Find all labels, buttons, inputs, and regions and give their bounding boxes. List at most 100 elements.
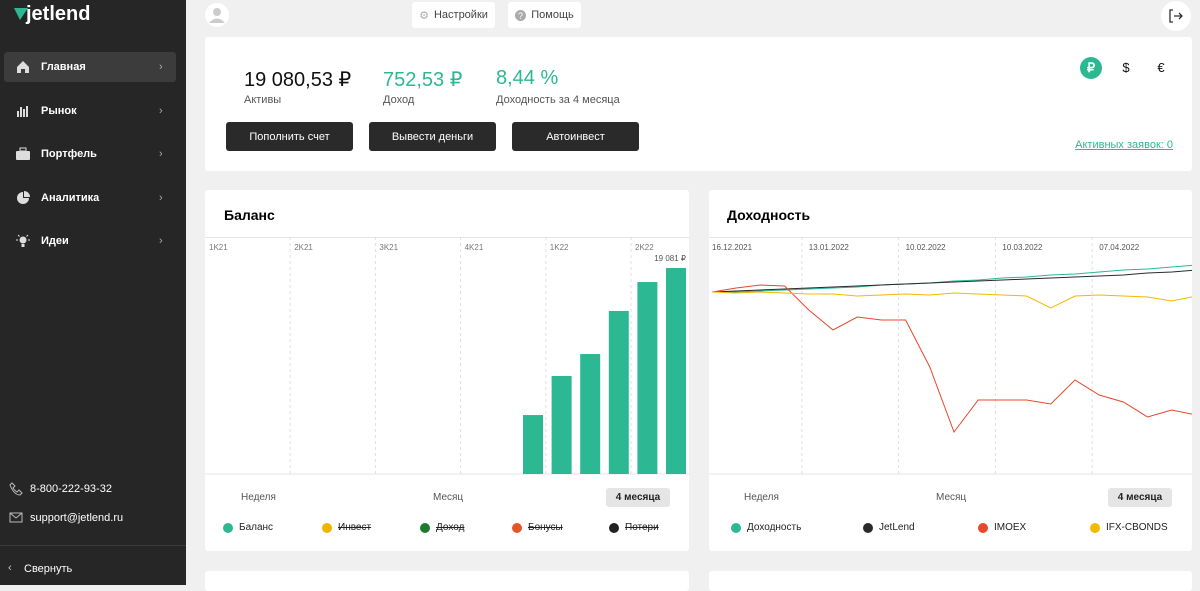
legend-dot [863,522,873,533]
bar [523,415,543,474]
nav-item[interactable]: Главная › [4,52,176,82]
period-option[interactable]: Неделя [241,492,276,503]
svg-text:?: ? [518,11,523,21]
series-line [712,264,1192,293]
series-line [711,291,1192,309]
period-option[interactable]: 4 месяца [606,488,670,507]
legend-item[interactable]: Потери [609,522,659,533]
legend-item[interactable]: JetLend [863,522,915,533]
stat-label: Активы [244,94,282,106]
legend-dot [1090,522,1100,533]
legend-label: JetLend [879,522,915,533]
help-button[interactable]: ? Помощь [508,2,581,28]
phone-icon [9,482,23,496]
quarter-label: 4K21 [465,243,484,252]
legend-item[interactable]: Инвест [322,522,371,533]
legend-item[interactable]: Баланс [223,522,273,533]
settings-button[interactable]: ⚙ Настройки [412,2,495,28]
settings-label: Настройки [433,9,488,21]
bar [666,267,686,474]
help-icon: ? [515,9,527,21]
bar [608,310,629,474]
yield-title: Доходность [727,207,811,223]
nav-item[interactable]: Рынок › [4,96,176,126]
logo-icon [14,8,28,20]
nav-label: Рынок [41,104,77,117]
phone[interactable]: 8-800-222-93-32 [30,483,112,495]
balance-title: Баланс [224,207,275,223]
legend-label: IFX-CBONDS [1106,522,1168,533]
period-option[interactable]: Месяц [936,492,967,503]
nav-item[interactable]: Идеи › [4,226,176,256]
nav-label: Портфель [41,148,97,160]
nav-chevron: › [159,191,163,204]
legend-item[interactable]: Доход [420,522,464,533]
nav-chevron: › [159,104,163,117]
period-option[interactable]: Месяц [433,492,464,503]
period-option[interactable]: Неделя [744,492,779,503]
legend-label: Доходность [747,522,802,533]
quarter-label: 1K22 [550,243,569,252]
legend-label: Бонусы [528,522,563,533]
currency-button[interactable]: $ [1122,60,1130,75]
stat-value: 8,44 % [496,67,559,89]
quarter-label: 1K21 [209,243,228,252]
legend-label: Доход [436,522,465,533]
legend-item[interactable]: IMOEX [978,522,1026,533]
legend-dot [420,522,430,533]
legend-dot [731,522,741,533]
legend-item[interactable]: IFX-CBONDS [1090,522,1168,533]
legend-label: IMOEX [994,522,1027,533]
legend-dot [322,522,332,533]
nav-item[interactable]: Аналитика › [4,183,176,213]
quarter-label: 2K21 [294,243,313,252]
nav-chevron: › [159,61,163,73]
legend-dot [512,522,522,533]
nav-label: Аналитика [41,191,100,204]
nav-chevron: › [159,148,163,160]
nav-icon [17,105,28,117]
next-card [205,571,689,591]
legend-label: Баланс [239,522,274,533]
nav-icon [17,190,30,204]
collapse[interactable]: Свернуть [24,563,73,575]
legend-item[interactable]: Доходность [731,522,801,533]
sidebar: jetlend 8-800-222-93-32 support@jetlend.… [0,0,186,585]
action-button[interactable]: Вывести деньги [369,122,496,151]
logo: jetlend [26,3,91,25]
stat-value: 752,53 ₽ [383,69,463,91]
nav-icon [16,234,30,247]
next-card [709,571,1192,591]
quarter-label: 3K21 [379,243,398,252]
yield-chart: 16.12.2021 13.01.2022 10.02.2022 10.03.2022… [709,237,1192,475]
nav-item[interactable]: Портфель › [4,139,176,169]
currency-button[interactable]: ₽ [1080,57,1102,79]
legend-dot [609,522,619,533]
bar [580,354,601,474]
action-button[interactable]: Пополнить счет [226,122,353,151]
email-icon [9,512,23,523]
legend-item[interactable]: Бонусы [512,522,563,533]
quarter-label: 2K22 [635,243,654,252]
nav-icon [17,61,29,73]
period-option[interactable]: 4 месяца [1108,488,1172,507]
summary-card [205,37,1192,171]
nav-label: Идеи [41,235,69,247]
avatar[interactable] [204,2,230,28]
bar [551,375,572,474]
series-line [711,269,1192,293]
active-orders[interactable]: Активных заявок: 0 [1075,139,1173,151]
date-label: 10.02.2022 [906,243,947,252]
legend-label: Потери [625,522,659,533]
legend-label: Инвест [338,522,372,533]
date-label: 07.04.2022 [1099,243,1140,252]
nav-chevron: › [159,235,163,247]
action-button[interactable]: Автоинвест [512,122,639,151]
date-label: 13.01.2022 [809,243,850,252]
date-label: 16.12.2021 [712,243,753,252]
logout-button[interactable] [1160,0,1200,32]
currency-button[interactable]: € [1157,60,1165,75]
email[interactable]: support@jetlend.ru [30,512,124,524]
